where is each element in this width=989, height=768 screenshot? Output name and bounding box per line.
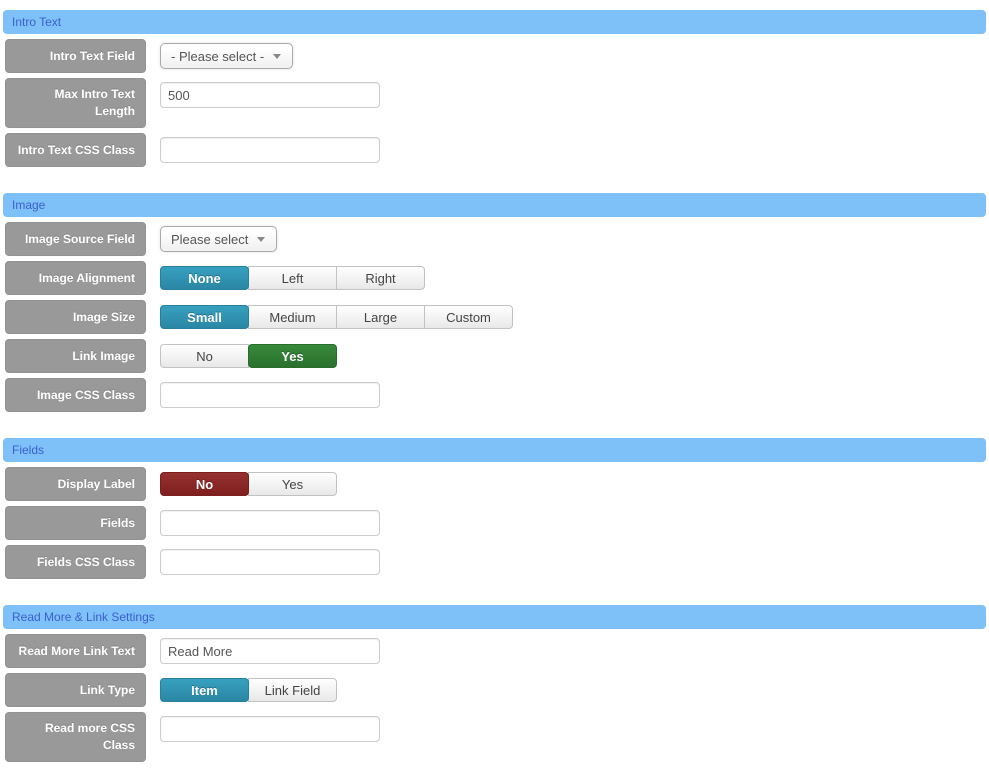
row-read-more-css-class: Read more CSS Class — [3, 712, 986, 762]
field-control — [160, 634, 380, 668]
field-label-image-alignment: Image Alignment — [5, 261, 146, 295]
section-intro-text: Intro Text Intro Text Field - Please sel… — [3, 10, 986, 167]
intro-text-field-select[interactable]: - Please select - — [160, 43, 294, 69]
row-link-type: Link Type Item Link Field — [3, 673, 986, 707]
field-label-link-type: Link Type — [5, 673, 146, 707]
module-settings-form: Intro Text Intro Text Field - Please sel… — [3, 10, 986, 762]
read-more-link-text-input[interactable] — [160, 638, 380, 664]
field-label-max-intro-text-length: Max Intro Text Length — [5, 78, 146, 128]
row-intro-text-field: Intro Text Field - Please select - — [3, 39, 986, 73]
image-alignment-button-right[interactable]: Right — [336, 266, 425, 290]
section-body: Intro Text Field - Please select - Max I… — [3, 39, 986, 167]
display-label-button-yes[interactable]: Yes — [248, 472, 337, 496]
row-image-alignment: Image Alignment None Left Right — [3, 261, 986, 295]
section-fields: Fields Display Label No Yes Fields Fields… — [3, 438, 986, 579]
section-title: Intro Text — [12, 15, 62, 29]
link-image-button-group: No Yes — [160, 344, 337, 368]
chevron-down-icon — [273, 54, 282, 59]
section-body: Display Label No Yes Fields Fields CSS Cl… — [3, 467, 986, 579]
row-image-source-field: Image Source Field Please select — [3, 222, 986, 256]
fields-css-class-input[interactable] — [160, 549, 380, 575]
link-type-button-group: Item Link Field — [160, 678, 337, 702]
field-label-intro-text-field: Intro Text Field — [5, 39, 146, 73]
field-label-image-source-field: Image Source Field — [5, 222, 146, 256]
display-label-button-group: No Yes — [160, 472, 337, 496]
field-control: No Yes — [160, 339, 337, 373]
image-size-button-group: Small Medium Large Custom — [160, 305, 513, 329]
field-control — [160, 545, 380, 579]
row-max-intro-text-length: Max Intro Text Length — [3, 78, 986, 128]
row-intro-text-css-class: Intro Text CSS Class — [3, 133, 986, 167]
field-label-read-more-css-class: Read more CSS Class — [5, 712, 146, 762]
section-header[interactable]: Intro Text — [3, 10, 986, 34]
field-label-read-more-link-text: Read More Link Text — [5, 634, 146, 668]
field-control: - Please select - — [160, 39, 294, 73]
image-alignment-button-left[interactable]: Left — [248, 266, 337, 290]
row-display-label: Display Label No Yes — [3, 467, 986, 501]
field-label-fields-css-class: Fields CSS Class — [5, 545, 146, 579]
field-control — [160, 133, 380, 167]
section-image: Image Image Source Field Please select I… — [3, 193, 986, 412]
field-control — [160, 506, 380, 540]
section-header[interactable]: Fields — [3, 438, 986, 462]
field-control: Small Medium Large Custom — [160, 300, 513, 334]
field-label-image-css-class: Image CSS Class — [5, 378, 146, 412]
max-intro-text-length-input[interactable] — [160, 82, 380, 108]
chevron-down-icon — [257, 237, 266, 242]
link-image-button-yes[interactable]: Yes — [248, 344, 337, 368]
image-alignment-button-none[interactable]: None — [160, 266, 249, 290]
row-fields: Fields — [3, 506, 986, 540]
image-size-button-large[interactable]: Large — [336, 305, 425, 329]
field-control: None Left Right — [160, 261, 425, 295]
image-size-button-medium[interactable]: Medium — [248, 305, 337, 329]
image-size-button-small[interactable]: Small — [160, 305, 249, 329]
field-label-display-label: Display Label — [5, 467, 146, 501]
row-read-more-link-text: Read More Link Text — [3, 634, 986, 668]
field-label-link-image: Link Image — [5, 339, 146, 373]
dropdown-selected-value: Please select — [171, 231, 249, 247]
section-title: Fields — [12, 443, 45, 457]
field-label-fields: Fields — [5, 506, 146, 540]
section-title: Image — [12, 198, 46, 212]
row-image-size: Image Size Small Medium Large Custom — [3, 300, 986, 334]
field-control: Please select — [160, 222, 278, 256]
fields-input[interactable] — [160, 510, 380, 536]
row-image-css-class: Image CSS Class — [3, 378, 986, 412]
field-control — [160, 378, 380, 412]
field-control: No Yes — [160, 467, 337, 501]
display-label-button-no[interactable]: No — [160, 472, 249, 496]
image-source-field-select[interactable]: Please select — [160, 226, 278, 252]
field-label-intro-text-css-class: Intro Text CSS Class — [5, 133, 146, 167]
section-title: Read More & Link Settings — [12, 610, 155, 624]
dropdown-selected-value: - Please select - — [171, 48, 265, 64]
section-header[interactable]: Read More & Link Settings — [3, 605, 986, 629]
intro-text-css-class-input[interactable] — [160, 137, 380, 163]
section-header[interactable]: Image — [3, 193, 986, 217]
link-type-button-item[interactable]: Item — [160, 678, 249, 702]
field-control — [160, 712, 380, 746]
field-control — [160, 78, 380, 112]
image-size-button-custom[interactable]: Custom — [424, 305, 513, 329]
section-body: Image Source Field Please select Image A… — [3, 222, 986, 412]
image-alignment-button-group: None Left Right — [160, 266, 425, 290]
field-control: Item Link Field — [160, 673, 337, 707]
link-image-button-no[interactable]: No — [160, 344, 249, 368]
row-fields-css-class: Fields CSS Class — [3, 545, 986, 579]
row-link-image: Link Image No Yes — [3, 339, 986, 373]
field-label-image-size: Image Size — [5, 300, 146, 334]
read-more-css-class-input[interactable] — [160, 716, 380, 742]
image-css-class-input[interactable] — [160, 382, 380, 408]
link-type-button-link-field[interactable]: Link Field — [248, 678, 337, 702]
section-read-more-link-settings: Read More & Link Settings Read More Link… — [3, 605, 986, 762]
